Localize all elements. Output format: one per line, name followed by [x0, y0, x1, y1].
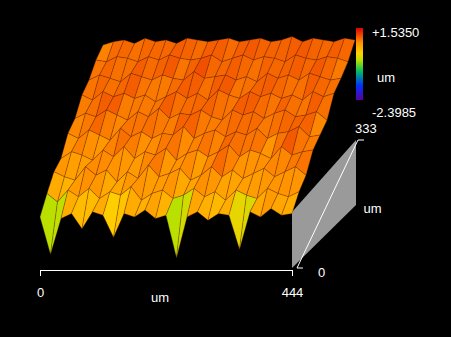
x-axis: 0 444	[37, 270, 303, 300]
surface-cell	[303, 135, 321, 152]
y-tick-mark	[358, 140, 364, 141]
x-tick-label: 444	[282, 285, 304, 300]
x-tick-mark	[292, 270, 293, 276]
colorbar-tick-label: +1.5350	[372, 25, 419, 40]
surface-cell	[331, 58, 349, 80]
y-axis-title: um	[364, 201, 382, 216]
side-wall	[292, 140, 356, 268]
x-tick-label: 0	[37, 285, 44, 300]
x-tick: 0	[37, 270, 44, 300]
x-axis-title: um	[151, 290, 169, 305]
y-axis-line	[297, 140, 358, 268]
surface-cell	[289, 167, 307, 197]
surface-cell	[282, 192, 300, 215]
x-tick-mark	[40, 270, 41, 276]
surface-cell	[51, 190, 69, 254]
y-tick-label: 333	[355, 121, 377, 136]
surface-cell	[338, 38, 356, 61]
chart: 0 444 um 0 333 um +1.5350 -2.3985 um	[0, 0, 451, 337]
surface-cell	[310, 112, 328, 137]
x-tick: 444	[282, 270, 304, 300]
y-tick-mark	[297, 268, 303, 269]
colorbar-title: um	[377, 70, 395, 85]
y-tick-label: 0	[318, 265, 325, 280]
colorbar	[356, 28, 363, 100]
surface	[40, 37, 355, 258]
x-axis-line	[41, 271, 293, 277]
colorbar-tick-label: -2.3985	[372, 105, 416, 120]
